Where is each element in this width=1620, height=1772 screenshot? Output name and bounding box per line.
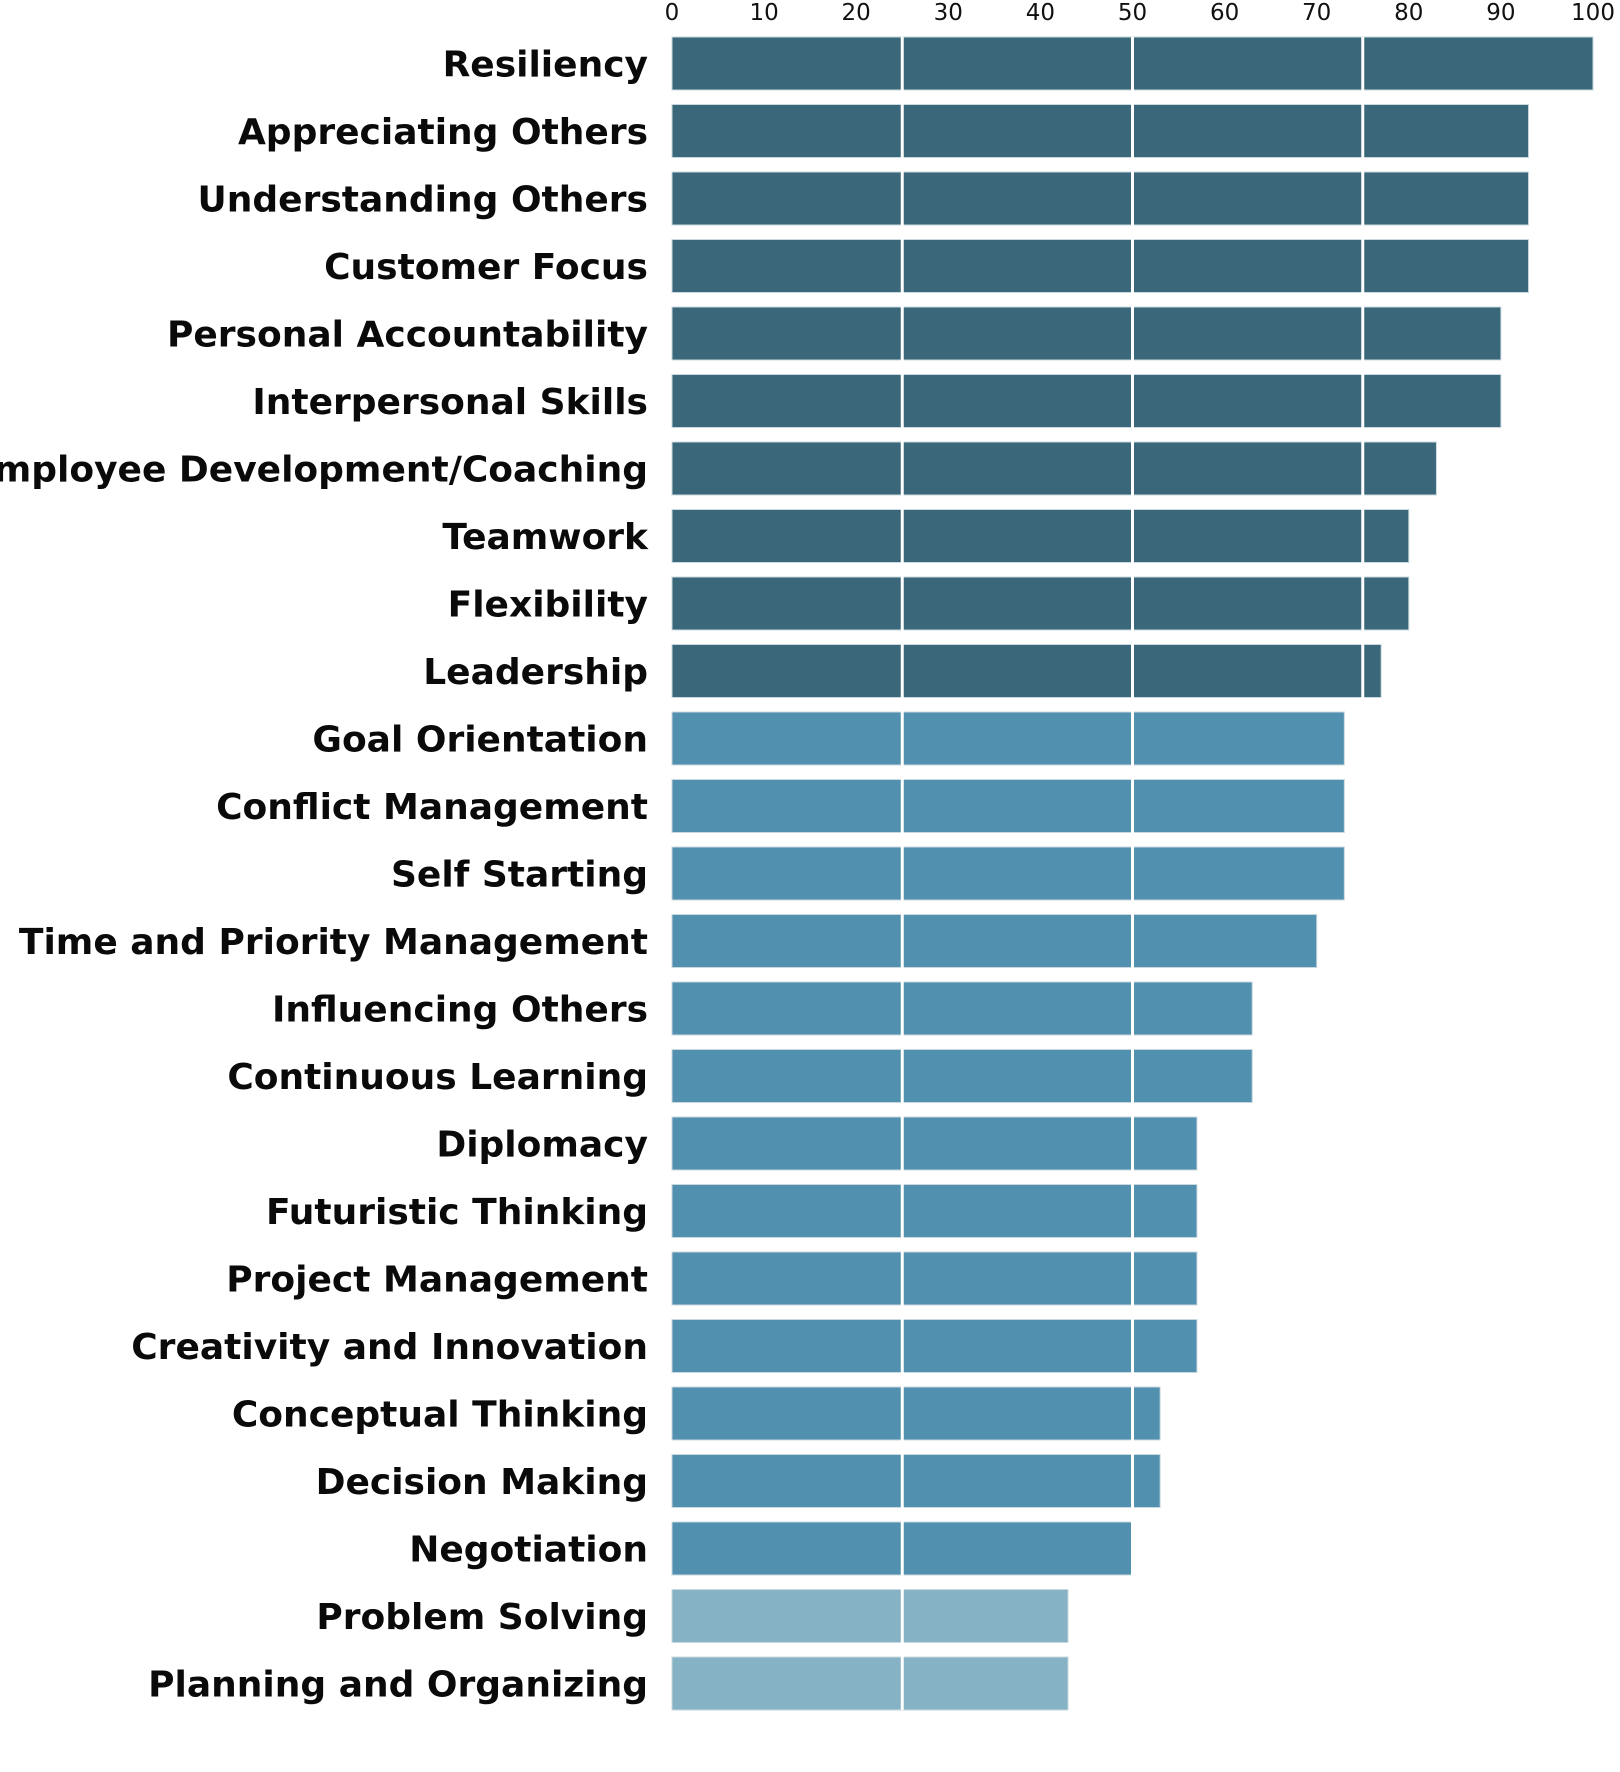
bar	[671, 1049, 1253, 1103]
category-label: Negotiation	[409, 1530, 648, 1571]
x-tick-label: 70	[1302, 0, 1331, 26]
category-label: Interpersonal Skills	[252, 382, 648, 423]
bar	[671, 171, 1530, 226]
bar	[671, 239, 1530, 293]
bar	[671, 1589, 1069, 1643]
x-tick-label: 100	[1571, 0, 1615, 26]
bar	[671, 1184, 1198, 1238]
category-label: Teamwork	[442, 517, 649, 558]
bar	[671, 104, 1530, 158]
category-label: Goal Orientation	[312, 720, 648, 761]
category-label: Leadership	[423, 652, 648, 693]
category-label: Understanding Others	[198, 180, 648, 221]
x-tick-label: 30	[934, 0, 963, 26]
category-label: Influencing Others	[272, 990, 648, 1031]
x-tick-label: 80	[1394, 0, 1423, 26]
bar	[671, 306, 1502, 361]
bar	[671, 1386, 1161, 1441]
category-label: Self Starting	[391, 855, 648, 896]
category-label: Project Management	[226, 1260, 648, 1301]
x-tick-label: 90	[1486, 0, 1515, 26]
category-label: Planning and Organizing	[148, 1665, 648, 1706]
x-tick-label: 20	[842, 0, 871, 26]
bar	[671, 1319, 1198, 1373]
bar	[671, 981, 1253, 1036]
x-tick-label: 0	[665, 0, 680, 26]
category-label: Customer Focus	[324, 247, 648, 288]
category-label: Employee Development/Coaching	[0, 450, 648, 491]
bar	[671, 509, 1410, 563]
category-label: Decision Making	[316, 1462, 648, 1503]
category-label: Problem Solving	[316, 1597, 648, 1638]
bar	[671, 711, 1345, 766]
x-tick-label: 60	[1210, 0, 1239, 26]
category-label: Creativity and Innovation	[131, 1327, 648, 1368]
bar	[671, 779, 1345, 833]
bar	[671, 374, 1502, 428]
category-label: Flexibility	[448, 585, 648, 626]
bar	[671, 846, 1345, 901]
x-tick-label: 40	[1026, 0, 1055, 26]
bar	[671, 576, 1410, 631]
category-label: Conceptual Thinking	[232, 1395, 648, 1436]
category-label: Continuous Learning	[227, 1057, 648, 1098]
bar	[671, 914, 1318, 968]
category-label: Appreciating Others	[238, 112, 648, 153]
bar	[671, 1116, 1198, 1171]
category-label: Diplomacy	[436, 1125, 648, 1166]
bar	[671, 1656, 1069, 1711]
bar	[671, 441, 1437, 496]
bar	[671, 644, 1382, 698]
category-label: Conflict Management	[216, 787, 648, 828]
bar	[671, 1251, 1198, 1306]
x-tick-label: 50	[1118, 0, 1147, 26]
category-label: Resiliency	[443, 45, 648, 86]
category-label: Personal Accountability	[167, 315, 648, 356]
category-label: Futuristic Thinking	[266, 1192, 648, 1233]
category-label: Time and Priority Management	[19, 922, 648, 963]
x-tick-label: 10	[749, 0, 778, 26]
bar	[671, 1454, 1161, 1508]
